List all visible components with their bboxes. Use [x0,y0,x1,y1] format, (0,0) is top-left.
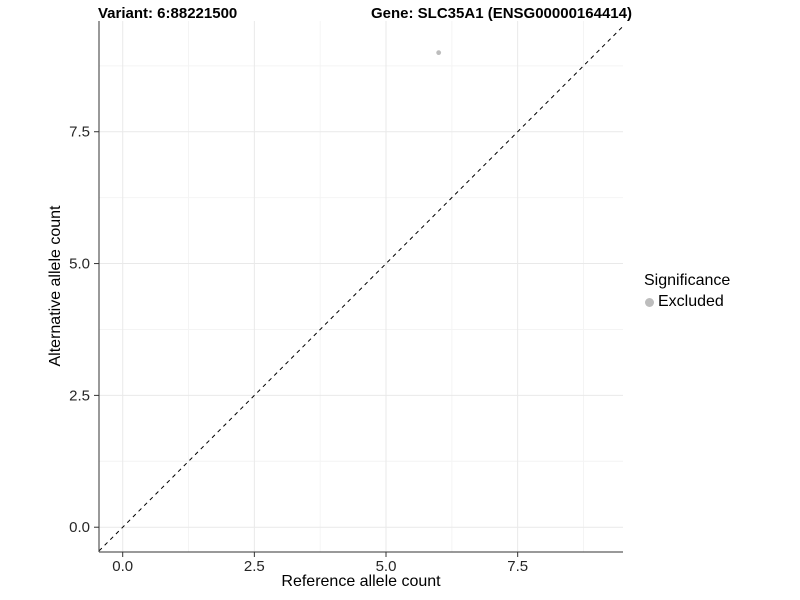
y-tick-label: 2.5 [69,387,90,404]
y-tick-label: 5.0 [69,256,90,273]
y-tick-label: 0.0 [69,519,90,536]
legend-item-label: Excluded [658,293,724,310]
y-axis-title: Alternative allele count [47,205,64,367]
plot-title-variant: Variant: 6:88221500 [98,5,238,22]
legend-point-icon [645,297,654,307]
x-tick-label: 7.5 [507,558,528,575]
identity-dashed-line [98,25,624,552]
x-tick-label: 0.0 [112,558,133,575]
x-tick-label: 5.0 [376,558,397,575]
data-point-excluded [436,50,442,56]
legend: Significance Excluded [644,272,730,311]
x-tick-label: 2.5 [244,558,265,575]
legend-title: Significance [644,272,731,289]
plot-title-gene: Gene: SLC35A1 (ENSG00000164414) [371,5,632,22]
y-tick-label: 7.5 [69,124,90,141]
legend-item-excluded: Excluded [644,293,730,311]
x-axis-title: Reference allele count [281,573,441,590]
